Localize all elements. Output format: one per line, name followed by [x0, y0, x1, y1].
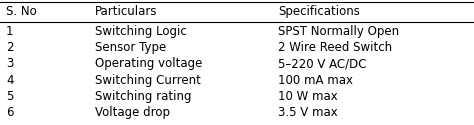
Text: SPST Normally Open: SPST Normally Open	[278, 25, 399, 38]
Text: Particulars: Particulars	[95, 5, 157, 18]
Text: 10 W max: 10 W max	[278, 90, 338, 103]
Text: 5: 5	[6, 90, 13, 103]
Text: 2: 2	[6, 41, 13, 54]
Text: 4: 4	[6, 74, 13, 87]
Text: 100 mA max: 100 mA max	[278, 74, 353, 87]
Text: 3: 3	[6, 57, 13, 70]
Text: S. No: S. No	[6, 5, 37, 18]
Text: 3.5 V max: 3.5 V max	[278, 106, 338, 119]
Text: Switching Current: Switching Current	[95, 74, 201, 87]
Text: Specifications: Specifications	[278, 5, 360, 18]
Text: 6: 6	[6, 106, 13, 119]
Text: Voltage drop: Voltage drop	[95, 106, 170, 119]
Text: 5–220 V AC/DC: 5–220 V AC/DC	[278, 57, 366, 70]
Text: Switching Logic: Switching Logic	[95, 25, 187, 38]
Text: 2 Wire Reed Switch: 2 Wire Reed Switch	[278, 41, 392, 54]
Text: Switching rating: Switching rating	[95, 90, 191, 103]
Text: Operating voltage: Operating voltage	[95, 57, 202, 70]
Text: 1: 1	[6, 25, 13, 38]
Text: Sensor Type: Sensor Type	[95, 41, 166, 54]
